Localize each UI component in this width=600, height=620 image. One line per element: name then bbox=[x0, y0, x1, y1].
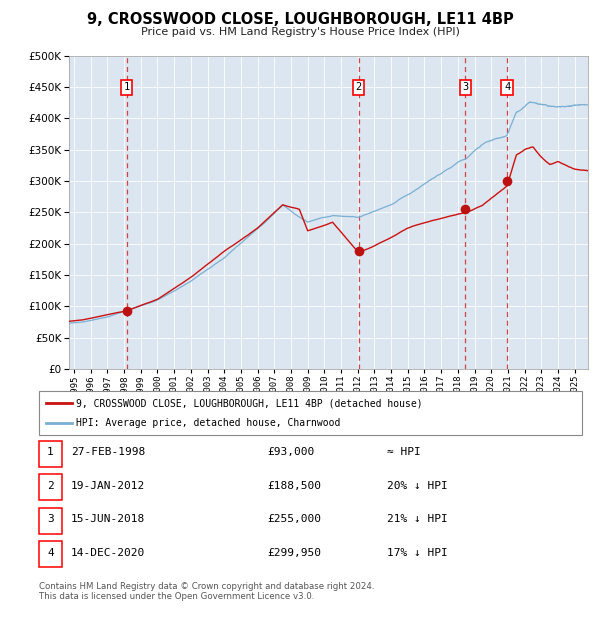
Text: 1: 1 bbox=[47, 447, 54, 457]
Text: £299,950: £299,950 bbox=[267, 547, 321, 557]
Text: 20% ↓ HPI: 20% ↓ HPI bbox=[387, 480, 448, 490]
Text: 1: 1 bbox=[124, 82, 130, 92]
Text: Contains HM Land Registry data © Crown copyright and database right 2024.
This d: Contains HM Land Registry data © Crown c… bbox=[39, 582, 374, 601]
Text: 19-JAN-2012: 19-JAN-2012 bbox=[71, 480, 145, 490]
Text: Price paid vs. HM Land Registry's House Price Index (HPI): Price paid vs. HM Land Registry's House … bbox=[140, 27, 460, 37]
Text: 9, CROSSWOOD CLOSE, LOUGHBOROUGH, LE11 4BP (detached house): 9, CROSSWOOD CLOSE, LOUGHBOROUGH, LE11 4… bbox=[76, 398, 423, 408]
Text: 14-DEC-2020: 14-DEC-2020 bbox=[71, 547, 145, 557]
Text: 27-FEB-1998: 27-FEB-1998 bbox=[71, 447, 145, 457]
Text: 2: 2 bbox=[47, 480, 54, 490]
Text: 3: 3 bbox=[462, 82, 469, 92]
Text: 17% ↓ HPI: 17% ↓ HPI bbox=[387, 547, 448, 557]
Text: 4: 4 bbox=[504, 82, 510, 92]
Text: £188,500: £188,500 bbox=[267, 480, 321, 490]
Text: £93,000: £93,000 bbox=[267, 447, 314, 457]
Text: HPI: Average price, detached house, Charnwood: HPI: Average price, detached house, Char… bbox=[76, 418, 341, 428]
Text: 2: 2 bbox=[355, 82, 362, 92]
Text: £255,000: £255,000 bbox=[267, 514, 321, 524]
Text: 21% ↓ HPI: 21% ↓ HPI bbox=[387, 514, 448, 524]
Text: 15-JUN-2018: 15-JUN-2018 bbox=[71, 514, 145, 524]
Text: 3: 3 bbox=[47, 514, 54, 524]
Text: 9, CROSSWOOD CLOSE, LOUGHBOROUGH, LE11 4BP: 9, CROSSWOOD CLOSE, LOUGHBOROUGH, LE11 4… bbox=[86, 12, 514, 27]
Text: ≈ HPI: ≈ HPI bbox=[387, 447, 421, 457]
Text: 4: 4 bbox=[47, 547, 54, 557]
